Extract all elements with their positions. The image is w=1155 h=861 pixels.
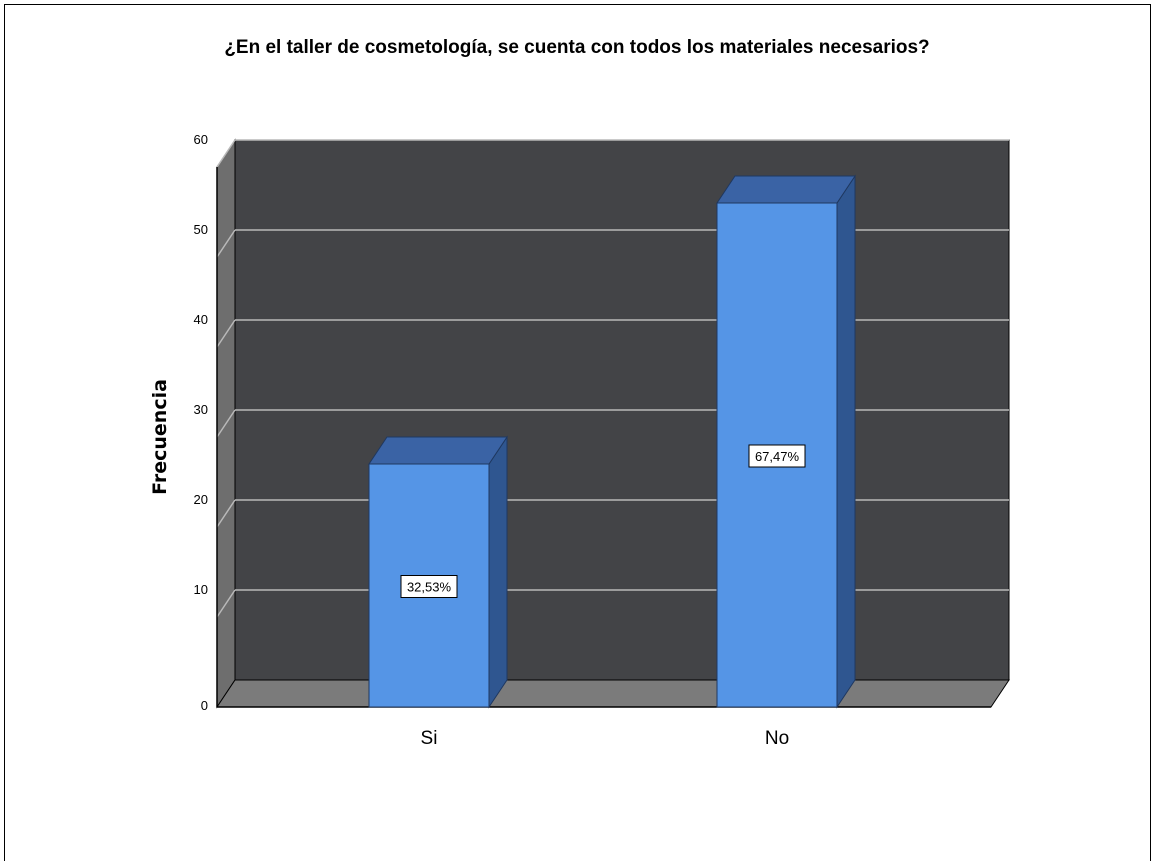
y-tick-label: 10	[194, 582, 208, 597]
bar	[368, 435, 508, 709]
gridline-side	[216, 589, 236, 618]
gridline-side	[216, 409, 236, 438]
y-tick-label: 60	[194, 132, 208, 147]
bar-top	[716, 175, 856, 204]
data-label: 32,53%	[407, 580, 452, 595]
data-label-box	[748, 444, 806, 468]
y-tick-label: 20	[194, 492, 208, 507]
data-label-box	[400, 575, 458, 598]
bar	[716, 174, 856, 709]
bar-side	[836, 174, 856, 709]
gridline-side	[216, 139, 236, 168]
gridline-side	[216, 499, 236, 528]
y-axis-label: Frecuencia	[149, 379, 171, 495]
y-tick-label: 0	[201, 698, 208, 713]
x-tick-label: Si	[421, 728, 438, 749]
chart-title: ¿En el taller de cosmetología, se cuenta…	[224, 37, 929, 58]
x-tick-label: No	[765, 728, 789, 749]
y-tick-label: 50	[194, 222, 208, 237]
plot-area: 0 10 20 30 40 50 60 32,53% Si 67,47% No	[194, 132, 1010, 749]
plot-floor	[216, 679, 1010, 708]
bar-top	[368, 436, 508, 465]
y-tick-label: 30	[194, 402, 208, 417]
data-label: 67,47%	[755, 449, 800, 464]
gridline-side	[216, 319, 236, 348]
bar-side	[488, 435, 508, 709]
y-tick-label: 40	[194, 312, 208, 327]
gridline-side	[216, 229, 236, 258]
